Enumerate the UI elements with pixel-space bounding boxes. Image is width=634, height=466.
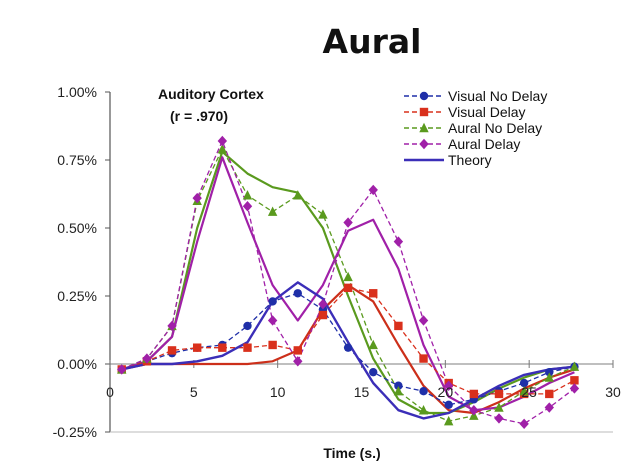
x-tick-label: 0	[106, 384, 114, 400]
point-visual-delay	[343, 283, 353, 293]
point-visual-delay	[268, 340, 277, 350]
legend-label-visual-delay: Visual Delay	[448, 104, 526, 120]
point-visual-no-delay	[519, 378, 529, 388]
page-title: Aural	[322, 22, 422, 61]
point-aural-delay	[267, 315, 278, 326]
point-aural-delay	[418, 315, 429, 326]
point-aural-delay	[217, 135, 228, 147]
point-visual-delay	[545, 389, 554, 399]
point-visual-no-delay	[343, 343, 353, 352]
point-visual-no-delay	[444, 400, 453, 409]
legend-label-visual-no-delay: Visual No Delay	[448, 88, 547, 104]
point-visual-delay	[218, 343, 227, 352]
point-aural-delay	[318, 298, 328, 310]
point-aural-delay	[368, 184, 378, 196]
point-aural-no-delay	[267, 206, 278, 216]
point-aural-delay	[192, 192, 202, 204]
legend-label-aural-delay: Aural Delay	[448, 136, 520, 152]
model-line-1	[121, 150, 575, 415]
point-aural-no-delay	[569, 361, 580, 371]
point-visual-delay	[419, 354, 428, 363]
point-visual-delay	[318, 310, 328, 320]
y-tick-label: 0.00%	[57, 356, 97, 372]
x-tick-label: 25	[521, 384, 537, 400]
legend-marker-visual-no-delay	[419, 91, 429, 101]
legend-box	[398, 83, 598, 169]
point-visual-delay	[293, 346, 302, 355]
point-aural-delay	[544, 402, 554, 413]
x-tick-label: 5	[190, 384, 198, 400]
series-lines	[121, 140, 575, 425]
tick-labels: -0.25% 0.00% 0.25% 0.50% 0.75% 1.00% 0 5 10 15 20 2…	[53, 84, 621, 440]
point-aural-no-delay	[494, 402, 504, 412]
legend-label-theory: Theory	[448, 152, 492, 168]
point-aural-no-delay	[519, 386, 529, 396]
x-tick-label: 30	[605, 384, 621, 400]
point-visual-no-delay	[243, 321, 252, 331]
x-axis-title: Time (s.)	[323, 445, 380, 461]
annotation-r: (r = .970)	[170, 108, 228, 124]
point-aural-no-delay	[393, 386, 404, 396]
legend-marker-aural-no-delay	[419, 122, 429, 133]
point-visual-no-delay	[394, 381, 403, 390]
point-visual-no-delay	[268, 297, 277, 306]
y-tick-label: 0.25%	[57, 288, 97, 304]
point-aural-no-delay	[343, 271, 353, 282]
point-visual-delay	[167, 346, 177, 355]
point-aural-no-delay	[544, 372, 554, 382]
series-markers	[117, 135, 580, 430]
x-tick-label: 15	[354, 384, 370, 400]
series-line-theory	[121, 281, 575, 420]
legend-marker-aural-delay	[419, 138, 429, 150]
point-visual-delay	[494, 389, 504, 399]
point-aural-no-delay	[368, 339, 378, 350]
axes	[105, 91, 614, 433]
x-tick-label: 20	[438, 384, 454, 400]
point-visual-no-delay	[369, 367, 378, 377]
point-aural-no-delay	[418, 405, 429, 415]
y-tick-label: 0.50%	[57, 220, 97, 236]
point-aural-delay	[242, 201, 253, 212]
y-tick-label: 1.00%	[57, 84, 97, 100]
y-tick-label: -0.25%	[53, 424, 97, 440]
point-visual-delay	[570, 376, 579, 385]
point-aural-delay	[519, 418, 529, 430]
point-aural-no-delay	[217, 143, 228, 154]
point-aural-delay	[167, 320, 177, 332]
y-tick-label: 0.75%	[57, 152, 97, 168]
legend-label-aural-no-delay: Aural No Delay	[448, 120, 542, 136]
x-tick-label: 10	[270, 384, 286, 400]
point-visual-delay	[192, 343, 202, 352]
legend-marker-visual-delay	[419, 107, 429, 117]
point-aural-delay	[569, 383, 580, 394]
point-aural-delay	[343, 217, 353, 228]
point-aural-delay	[443, 380, 454, 391]
point-visual-delay	[243, 343, 252, 352]
point-aural-no-delay	[443, 415, 454, 426]
point-visual-delay	[394, 321, 403, 331]
point-aural-delay	[142, 353, 152, 364]
point-aural-no-delay	[242, 190, 253, 200]
point-visual-no-delay	[293, 289, 302, 298]
point-aural-delay	[117, 364, 127, 375]
point-aural-no-delay	[293, 190, 303, 200]
point-aural-delay	[494, 413, 504, 424]
point-aural-delay	[469, 405, 479, 416]
point-aural-no-delay	[318, 209, 328, 219]
point-visual-delay	[469, 389, 479, 399]
point-aural-delay	[293, 356, 303, 367]
point-aural-delay	[393, 236, 404, 247]
point-visual-no-delay	[545, 367, 554, 377]
annotation-title: Auditory Cortex	[158, 86, 264, 102]
point-visual-delay	[369, 289, 378, 298]
point-visual-no-delay	[419, 387, 428, 396]
